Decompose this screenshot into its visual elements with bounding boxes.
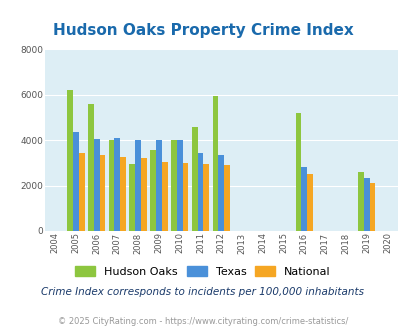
Text: Hudson Oaks Property Crime Index: Hudson Oaks Property Crime Index	[53, 23, 352, 38]
Bar	[191, 127, 197, 231]
Bar	[224, 165, 229, 231]
Bar	[197, 153, 203, 231]
Bar	[109, 140, 114, 231]
Bar	[212, 96, 218, 231]
Bar	[73, 132, 79, 231]
Bar	[156, 140, 162, 231]
Bar	[301, 167, 307, 231]
Bar	[369, 183, 375, 231]
Bar	[203, 164, 209, 231]
Bar	[363, 178, 369, 231]
Bar	[171, 140, 176, 231]
Bar	[87, 104, 94, 231]
Bar	[295, 113, 301, 231]
Bar	[135, 140, 141, 231]
Bar	[357, 172, 363, 231]
Bar	[79, 153, 84, 231]
Text: Crime Index corresponds to incidents per 100,000 inhabitants: Crime Index corresponds to incidents per…	[41, 287, 364, 297]
Bar	[114, 138, 120, 231]
Bar	[141, 158, 147, 231]
Bar	[99, 155, 105, 231]
Bar	[129, 164, 135, 231]
Legend: Hudson Oaks, Texas, National: Hudson Oaks, Texas, National	[70, 261, 335, 281]
Bar	[182, 163, 188, 231]
Text: © 2025 CityRating.com - https://www.cityrating.com/crime-statistics/: © 2025 CityRating.com - https://www.city…	[58, 317, 347, 326]
Bar	[67, 90, 73, 231]
Bar	[176, 140, 182, 231]
Bar	[120, 157, 126, 231]
Bar	[218, 155, 224, 231]
Bar	[307, 174, 312, 231]
Bar	[162, 162, 167, 231]
Bar	[94, 139, 99, 231]
Bar	[150, 150, 156, 231]
